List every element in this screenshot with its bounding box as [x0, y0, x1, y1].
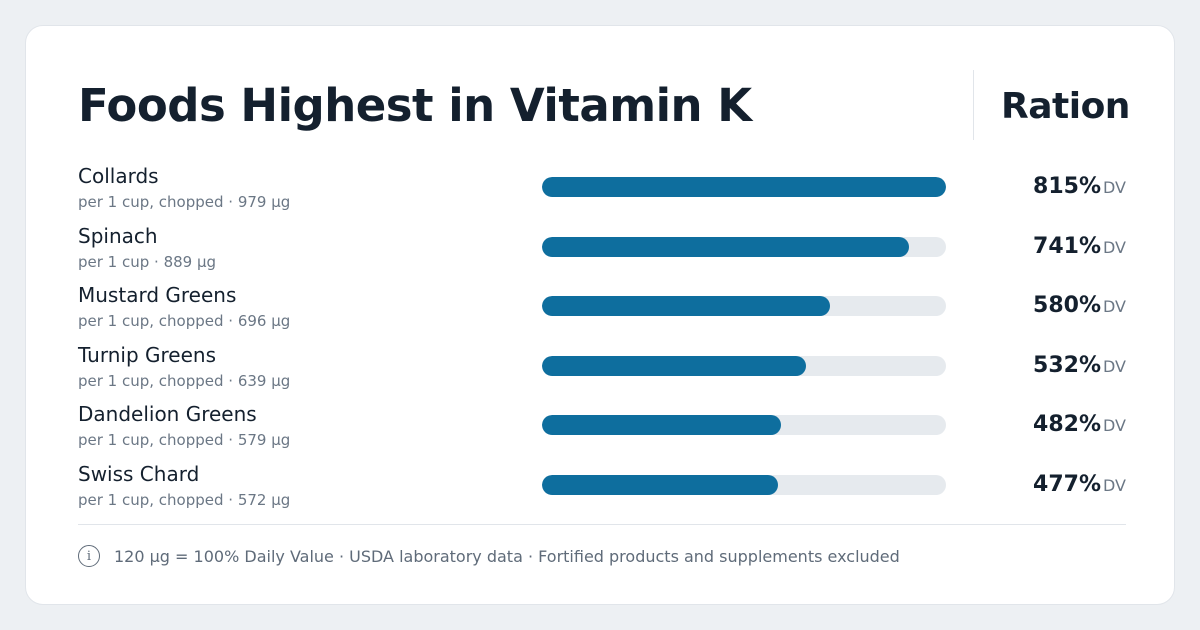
bar — [542, 474, 779, 495]
dv-unit: DV — [1103, 416, 1126, 436]
footer: i 120 µg = 100% Daily Value · USDA labor… — [78, 543, 900, 569]
dv-percent: 580% — [1033, 293, 1102, 319]
food-serving-detail: per 1 cup, chopped · 579 µg — [78, 431, 291, 450]
brand-logo: Ration — [1001, 86, 1130, 127]
food-serving-detail: per 1 cup, chopped · 572 µg — [78, 490, 291, 509]
food-name: Mustard Greens — [78, 283, 237, 308]
food-serving-detail: per 1 cup · 889 µg — [78, 252, 217, 271]
bar-track — [542, 355, 946, 376]
dv-percent: 741% — [1033, 233, 1102, 259]
bar-track — [542, 296, 946, 317]
chart-title: Foods Highest in Vitamin K — [78, 79, 752, 132]
bar — [542, 177, 946, 197]
dv-unit: DV — [1103, 297, 1126, 317]
dv-unit: DV — [1103, 178, 1126, 197]
bar-list: Collards per 1 cup, chopped · 979 µg 815% D… — [78, 163, 1126, 521]
dv-unit: DV — [1103, 356, 1126, 376]
bar-track — [542, 236, 946, 257]
chart-card: Foods Highest in Vitamin K Ration Collar… — [25, 25, 1175, 605]
bar — [542, 296, 830, 317]
value-label: 815% DV — [1033, 173, 1126, 202]
dv-percent: 477% — [1033, 471, 1102, 497]
dv-percent: 815% — [1033, 174, 1102, 199]
bar-row: Mustard Greens per 1 cup, chopped · 696 µ… — [78, 282, 1126, 342]
dv-unit: DV — [1103, 237, 1126, 257]
food-serving-detail: per 1 cup, chopped · 979 µg — [78, 193, 291, 211]
bar-track — [542, 177, 946, 197]
bar-row: Spinach per 1 cup · 889 µg 741% DV — [78, 223, 1126, 283]
value-label: 741% DV — [1033, 233, 1126, 262]
bar — [542, 236, 910, 257]
value-label: 477% DV — [1033, 471, 1126, 500]
bar-track — [542, 415, 946, 436]
value-label: 532% DV — [1033, 352, 1126, 381]
footer-note: 120 µg = 100% Daily Value · USDA laborat… — [114, 546, 900, 566]
footer-divider — [78, 524, 1126, 525]
value-label: 580% DV — [1033, 292, 1126, 321]
food-name: Collards — [78, 164, 159, 188]
bar — [542, 415, 781, 436]
info-icon: i — [78, 545, 100, 567]
food-name: Turnip Greens — [78, 342, 216, 367]
food-serving-detail: per 1 cup, chopped · 639 µg — [78, 371, 291, 390]
food-name: Dandelion Greens — [78, 402, 257, 427]
bar-track — [542, 474, 946, 495]
header-divider — [973, 70, 974, 140]
bar-row: Swiss Chard per 1 cup, chopped · 572 µg 47… — [78, 461, 1126, 521]
dv-percent: 482% — [1033, 412, 1102, 438]
bar-row: Turnip Greens per 1 cup, chopped · 639 µg… — [78, 342, 1126, 402]
dv-percent: 532% — [1033, 352, 1102, 378]
food-name: Spinach — [78, 223, 158, 248]
bar-row: Dandelion Greens per 1 cup, chopped · 579… — [78, 401, 1126, 461]
bar-row: Collards per 1 cup, chopped · 979 µg 815% D… — [78, 163, 1126, 223]
food-name: Swiss Chard — [78, 461, 200, 486]
dv-unit: DV — [1103, 475, 1126, 495]
value-label: 482% DV — [1033, 411, 1126, 440]
bar — [542, 355, 806, 376]
food-serving-detail: per 1 cup, chopped · 696 µg — [78, 312, 291, 331]
